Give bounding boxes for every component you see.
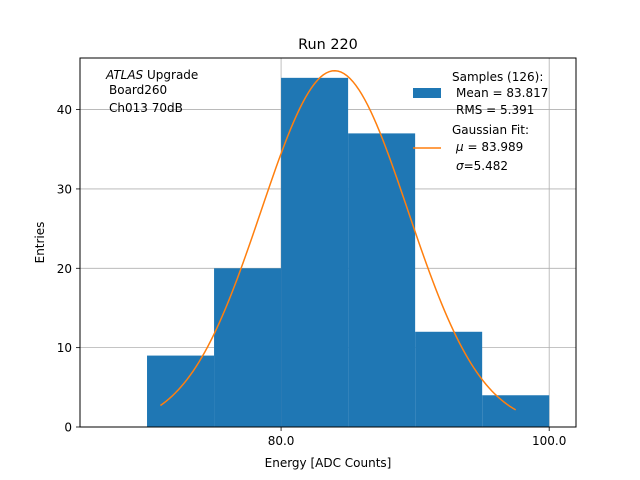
legend-fit-line-1: Gaussian Fit:	[452, 123, 529, 137]
axes-frame	[79, 57, 577, 428]
annotation-line-1: ATLAS Upgrade	[105, 68, 198, 82]
y-tick-label-4: 40	[57, 103, 72, 117]
y-tick-label-1: 10	[57, 341, 72, 355]
axis-ticks: 80.0 100.0 0 10 20 30 40	[57, 103, 567, 448]
x-tick-label-0: 80.0	[268, 434, 295, 448]
annotation-line-2: Board260	[109, 83, 167, 97]
legend-mu-value: = 83.989	[464, 140, 524, 154]
gaussian-fit-layer	[159, 69, 517, 411]
gaussian-fit-curve	[159, 69, 517, 411]
legend-sigma-symbol: σ	[456, 159, 464, 173]
histogram-bars	[147, 77, 550, 428]
atlas-annotation: ATLAS Upgrade Board260 Ch013 70dB	[105, 68, 198, 115]
y-tick-label-0: 0	[64, 421, 72, 435]
legend-samples-line-2: Mean = 83.817	[456, 86, 548, 100]
legend-bar-swatch	[413, 88, 441, 98]
legend-mu-symbol: μ	[455, 140, 464, 154]
legend-fit-line-2: μ = 83.989	[455, 140, 523, 154]
histogram-bar-3	[348, 133, 416, 428]
histogram-bar-5	[482, 395, 550, 427]
histogram-bar-0	[147, 355, 215, 427]
annotation-line-3: Ch013 70dB	[109, 101, 183, 115]
chart-title: Run 220	[298, 37, 358, 53]
histogram-bar-2	[281, 77, 349, 427]
histogram-bar-4	[415, 331, 483, 427]
histogram-bar-1	[214, 268, 282, 427]
legend-samples-line-3: RMS = 5.391	[456, 103, 534, 117]
x-axis-label: Energy [ADC Counts]	[265, 456, 392, 470]
annotation-upgrade-text: Upgrade	[143, 68, 198, 82]
y-tick-label-3: 30	[57, 182, 72, 196]
y-axis-label: Entries	[33, 222, 47, 264]
y-tick-label-2: 20	[57, 262, 72, 276]
legend-samples-line-1: Samples (126):	[452, 70, 543, 84]
annotation-atlas-text: ATLAS	[105, 68, 144, 82]
legend-sigma-value: =5.482	[464, 159, 508, 173]
legend-fit-line-3: σ=5.482	[456, 159, 508, 173]
legend: Samples (126): Mean = 83.817 RMS = 5.391…	[413, 70, 548, 173]
x-tick-label-1: 100.0	[532, 434, 566, 448]
